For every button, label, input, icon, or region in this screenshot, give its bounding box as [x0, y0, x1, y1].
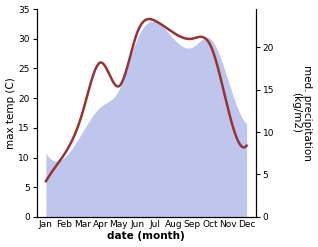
- Y-axis label: max temp (C): max temp (C): [5, 77, 16, 149]
- Y-axis label: med. precipitation
(kg/m2): med. precipitation (kg/m2): [291, 65, 313, 161]
- X-axis label: date (month): date (month): [107, 231, 185, 242]
